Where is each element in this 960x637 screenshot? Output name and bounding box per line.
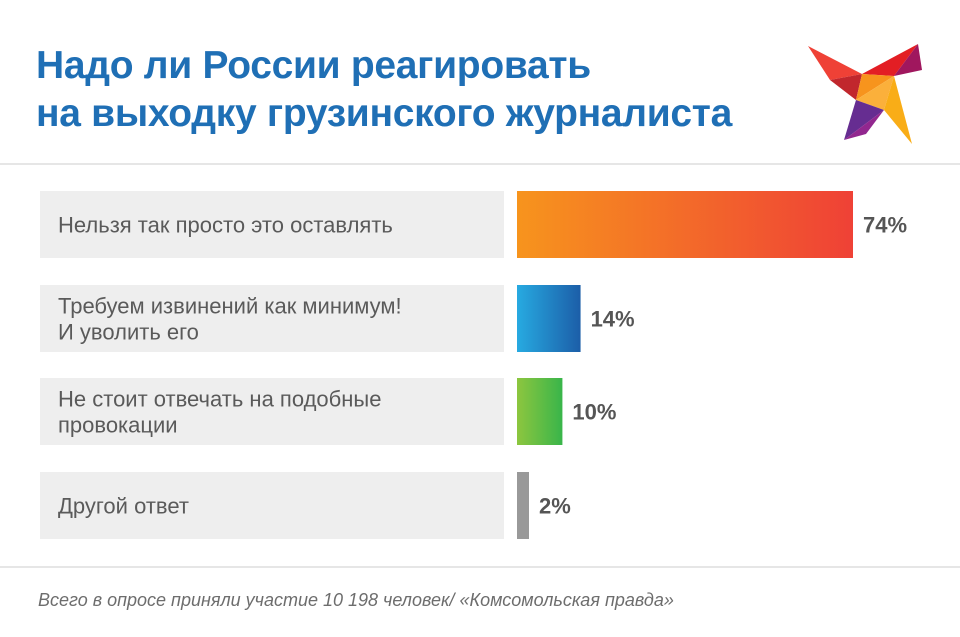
bottom-divider: [0, 566, 960, 568]
category-label: Нельзя так просто это оставлять: [58, 213, 393, 238]
value-label: 2%: [539, 494, 571, 519]
bar: [517, 472, 529, 539]
category-label-background: [40, 378, 504, 445]
category-label: И уволить его: [58, 320, 199, 345]
footer-source-note: Всего в опросе приняли участие 10 198 че…: [38, 590, 674, 610]
category-label: Требуем извинений как минимум!: [58, 294, 402, 319]
chart-title-line-1: Надо ли России реагировать: [36, 44, 591, 87]
chart-title: Надо ли России реагировать на выходку гр…: [36, 42, 732, 138]
top-divider: [0, 163, 960, 165]
bar-row: Требуем извинений как минимум!И уволить …: [40, 285, 635, 352]
bar: [517, 378, 563, 445]
value-label: 14%: [591, 307, 635, 332]
category-label: Другой ответ: [58, 494, 189, 519]
category-label-background: [40, 191, 504, 258]
bar: [517, 191, 853, 258]
category-label-background: [40, 285, 504, 352]
bar-row: Другой ответ 2%: [40, 472, 571, 539]
value-label: 74%: [863, 213, 907, 238]
value-label: 10%: [572, 400, 616, 425]
bar-row: Нельзя так просто это оставлять 74%: [40, 191, 907, 258]
chart-title-line-2: на выходку грузинского журналиста: [36, 92, 732, 135]
category-label: провокации: [58, 413, 178, 438]
category-label-background: [40, 472, 504, 539]
category-label: Не стоит отвечать на подобные: [58, 387, 381, 412]
bar: [517, 285, 581, 352]
swallow-bird-icon: [808, 44, 922, 144]
